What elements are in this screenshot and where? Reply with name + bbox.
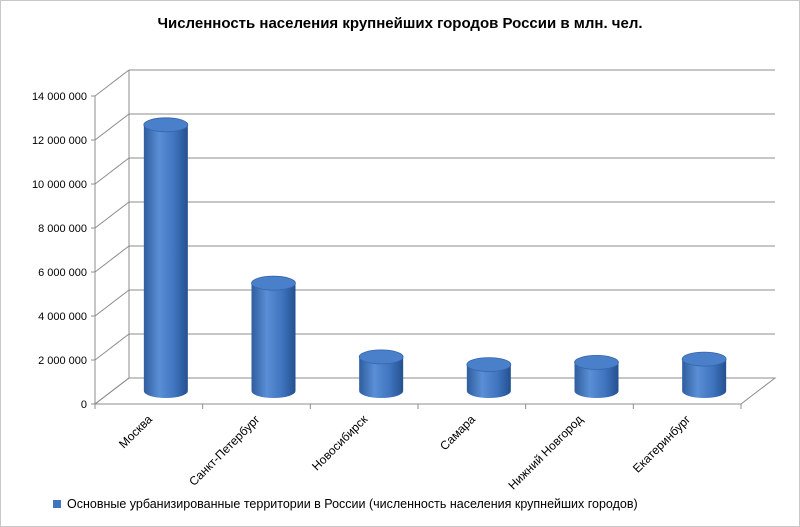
bar-top xyxy=(681,351,727,367)
bar-body xyxy=(359,356,404,398)
y-tick-label: 14 000 000 xyxy=(32,91,87,103)
bar-body xyxy=(251,283,296,398)
x-tick-label: Москва xyxy=(116,412,155,451)
grid-depth-line xyxy=(94,201,130,229)
chart-title: Численность населения крупнейших городов… xyxy=(157,15,643,32)
x-tick-label: Самара xyxy=(437,412,478,453)
bar xyxy=(251,275,296,398)
grid-depth-line xyxy=(94,289,130,317)
bar xyxy=(681,351,727,398)
y-tick-label: 0 xyxy=(81,399,87,411)
y-tick-label: 8 000 000 xyxy=(38,223,87,235)
bar-top xyxy=(466,357,512,373)
bar-top xyxy=(251,275,296,291)
grid-depth-line xyxy=(94,69,130,97)
legend-swatch xyxy=(53,500,61,508)
bar-body xyxy=(466,364,511,398)
bar xyxy=(143,117,189,399)
bar-top xyxy=(143,117,189,133)
x-tick-label: Санкт-Петербург xyxy=(186,412,263,489)
legend-label: Основные урбанизированные территории в Р… xyxy=(67,497,638,511)
grid-depth-line xyxy=(94,333,130,361)
bar-body xyxy=(143,124,188,399)
y-tick-label: 2 000 000 xyxy=(38,355,87,367)
floor xyxy=(93,377,777,405)
bar xyxy=(574,354,619,398)
bar xyxy=(466,357,512,398)
x-tick-label: Екатеринбург xyxy=(630,412,694,476)
bar-top xyxy=(574,354,619,370)
y-tick-label: 10 000 000 xyxy=(32,179,87,191)
chart-plot: 0 2 000 000 4 000 000 6 000 000 8 000 000 10 … xyxy=(32,69,777,491)
x-tick-label: Нижний Новгород xyxy=(505,412,585,491)
grid-depth-line xyxy=(94,113,130,141)
x-tick-label: Новосибирск xyxy=(309,412,371,474)
gridlines xyxy=(94,69,775,405)
grid-depth-line xyxy=(94,157,130,185)
y-tick-label: 6 000 000 xyxy=(38,267,87,279)
bar-body xyxy=(574,362,619,398)
legend: Основные урбанизированные территории в Р… xyxy=(53,497,638,511)
y-tick-label: 12 000 000 xyxy=(32,135,87,147)
bar xyxy=(358,349,404,398)
y-tick-label: 4 000 000 xyxy=(38,311,87,323)
bar-body xyxy=(682,359,727,398)
grid-depth-line xyxy=(94,245,130,273)
bar-top xyxy=(358,349,404,365)
